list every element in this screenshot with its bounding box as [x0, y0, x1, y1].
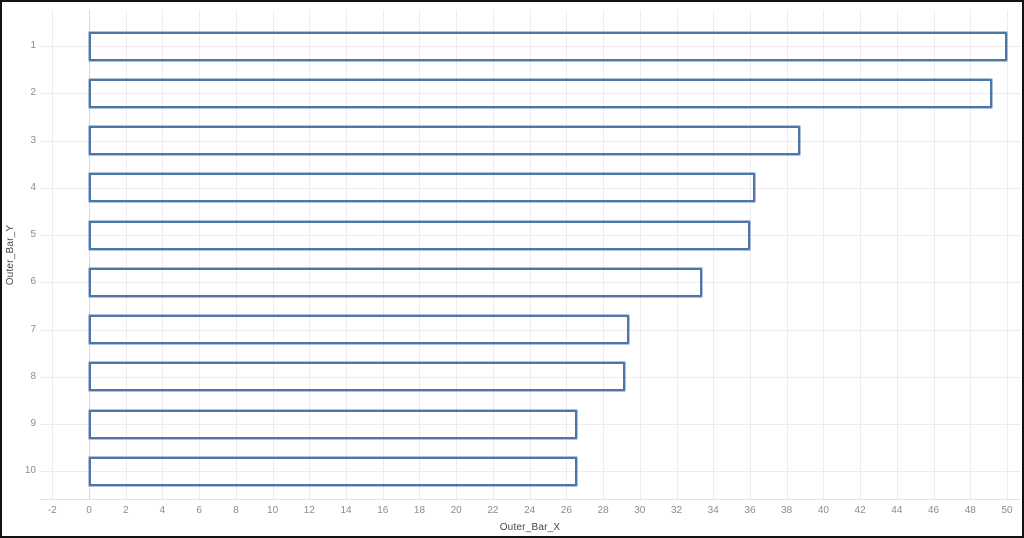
vertical-gridline — [52, 10, 54, 499]
y-tick-label: 2 — [30, 87, 36, 99]
vertical-gridline — [162, 10, 164, 499]
x-tick-label: 50 — [1001, 505, 1013, 516]
x-tick-label: 34 — [707, 505, 719, 516]
x-tick-label: 24 — [524, 505, 536, 516]
vertical-gridline — [456, 10, 458, 499]
y-tick-label: 6 — [30, 276, 36, 288]
horizontal-gridline — [40, 282, 1020, 284]
outer-bar-mark[interactable] — [89, 362, 626, 392]
vertical-gridline — [309, 10, 311, 499]
vertical-gridline — [639, 10, 641, 499]
vertical-gridline — [603, 10, 605, 499]
vertical-gridline — [749, 10, 751, 499]
y-tick-label: 5 — [30, 229, 36, 240]
outer-bar-mark[interactable] — [89, 315, 629, 344]
vertical-gridline — [823, 10, 825, 499]
vertical-gridline — [1007, 10, 1008, 499]
x-tick-label: 18 — [413, 505, 426, 516]
x-tick-label: 4 — [159, 505, 166, 516]
y-tick-label: 1 — [30, 40, 36, 51]
y-tick-label: 9 — [30, 418, 36, 429]
vertical-gridline — [199, 10, 201, 499]
x-tick-label: 44 — [891, 505, 903, 516]
vertical-gridline — [713, 10, 715, 499]
x-axis-title: Outer_Bar_X — [499, 522, 561, 533]
outer-bar-mark[interactable] — [89, 31, 1007, 61]
x-tick-label: -2 — [47, 505, 57, 516]
horizontal-gridline — [40, 46, 1020, 47]
x-tick-label: 42 — [854, 505, 866, 516]
y-tick-label: 4 — [30, 181, 36, 193]
vertical-gridline — [125, 10, 127, 499]
x-tick-label: 20 — [450, 505, 462, 516]
vertical-gridline — [419, 10, 421, 499]
y-tick-label: 10 — [24, 465, 36, 477]
horizontal-gridline — [40, 187, 1020, 189]
horizontal-gridline — [40, 329, 1020, 331]
vertical-gridline — [676, 10, 678, 499]
x-tick-label: 6 — [196, 505, 202, 516]
vertical-gridline — [235, 10, 237, 499]
zero-axis-line — [89, 10, 90, 499]
outer-bar-mark[interactable] — [89, 220, 750, 250]
x-tick-label: 32 — [670, 505, 683, 516]
x-tick-label: 46 — [927, 505, 940, 516]
vertical-gridline — [933, 10, 935, 499]
y-axis-title: Outer_Bar_Y — [5, 224, 16, 286]
vertical-gridline — [860, 10, 862, 499]
x-tick-label: 38 — [781, 505, 793, 516]
vertical-gridline — [492, 10, 494, 499]
plot-area — [40, 10, 1020, 500]
x-tick-label: 8 — [233, 505, 239, 516]
vertical-gridline — [566, 10, 568, 499]
vertical-gridline — [529, 10, 531, 499]
x-tick-label: 2 — [122, 505, 129, 516]
horizontal-gridline — [40, 140, 1020, 142]
x-tick-label: 40 — [817, 505, 829, 516]
vertical-gridline — [272, 10, 274, 499]
outer-bar-mark[interactable] — [89, 126, 800, 155]
outer-bar-mark[interactable] — [89, 267, 703, 297]
y-tick-label: 3 — [30, 134, 36, 146]
horizontal-gridline — [40, 235, 1020, 236]
vertical-gridline — [896, 10, 898, 499]
x-tick-label: 22 — [487, 505, 499, 516]
x-tick-label: 16 — [377, 505, 389, 516]
vertical-gridline — [382, 10, 384, 499]
horizontal-gridline — [40, 93, 1020, 95]
x-tick-label: 12 — [303, 505, 315, 516]
x-tick-label: 26 — [560, 505, 572, 516]
horizontal-gridline — [40, 471, 1020, 473]
x-tick-label: 0 — [86, 505, 92, 516]
vertical-gridline — [346, 10, 348, 499]
x-tick-label: 30 — [634, 505, 646, 516]
y-tick-label: 7 — [30, 323, 36, 335]
vertical-gridline — [786, 10, 788, 499]
x-tick-label: 48 — [964, 505, 976, 516]
outer-bar-mark[interactable] — [89, 409, 578, 439]
x-tick-label: 10 — [267, 505, 279, 516]
x-tick-label: 14 — [340, 505, 352, 516]
horizontal-gridline — [40, 376, 1020, 378]
x-tick-label: 28 — [597, 505, 609, 516]
vertical-gridline — [970, 10, 972, 499]
outer-bar-mark[interactable] — [89, 456, 578, 486]
horizontal-gridline — [40, 424, 1020, 425]
outer-bar-mark[interactable] — [89, 78, 993, 108]
y-tick-label: 8 — [30, 370, 36, 382]
outer-bar-mark[interactable] — [89, 173, 756, 203]
x-tick-label: 36 — [744, 505, 756, 516]
